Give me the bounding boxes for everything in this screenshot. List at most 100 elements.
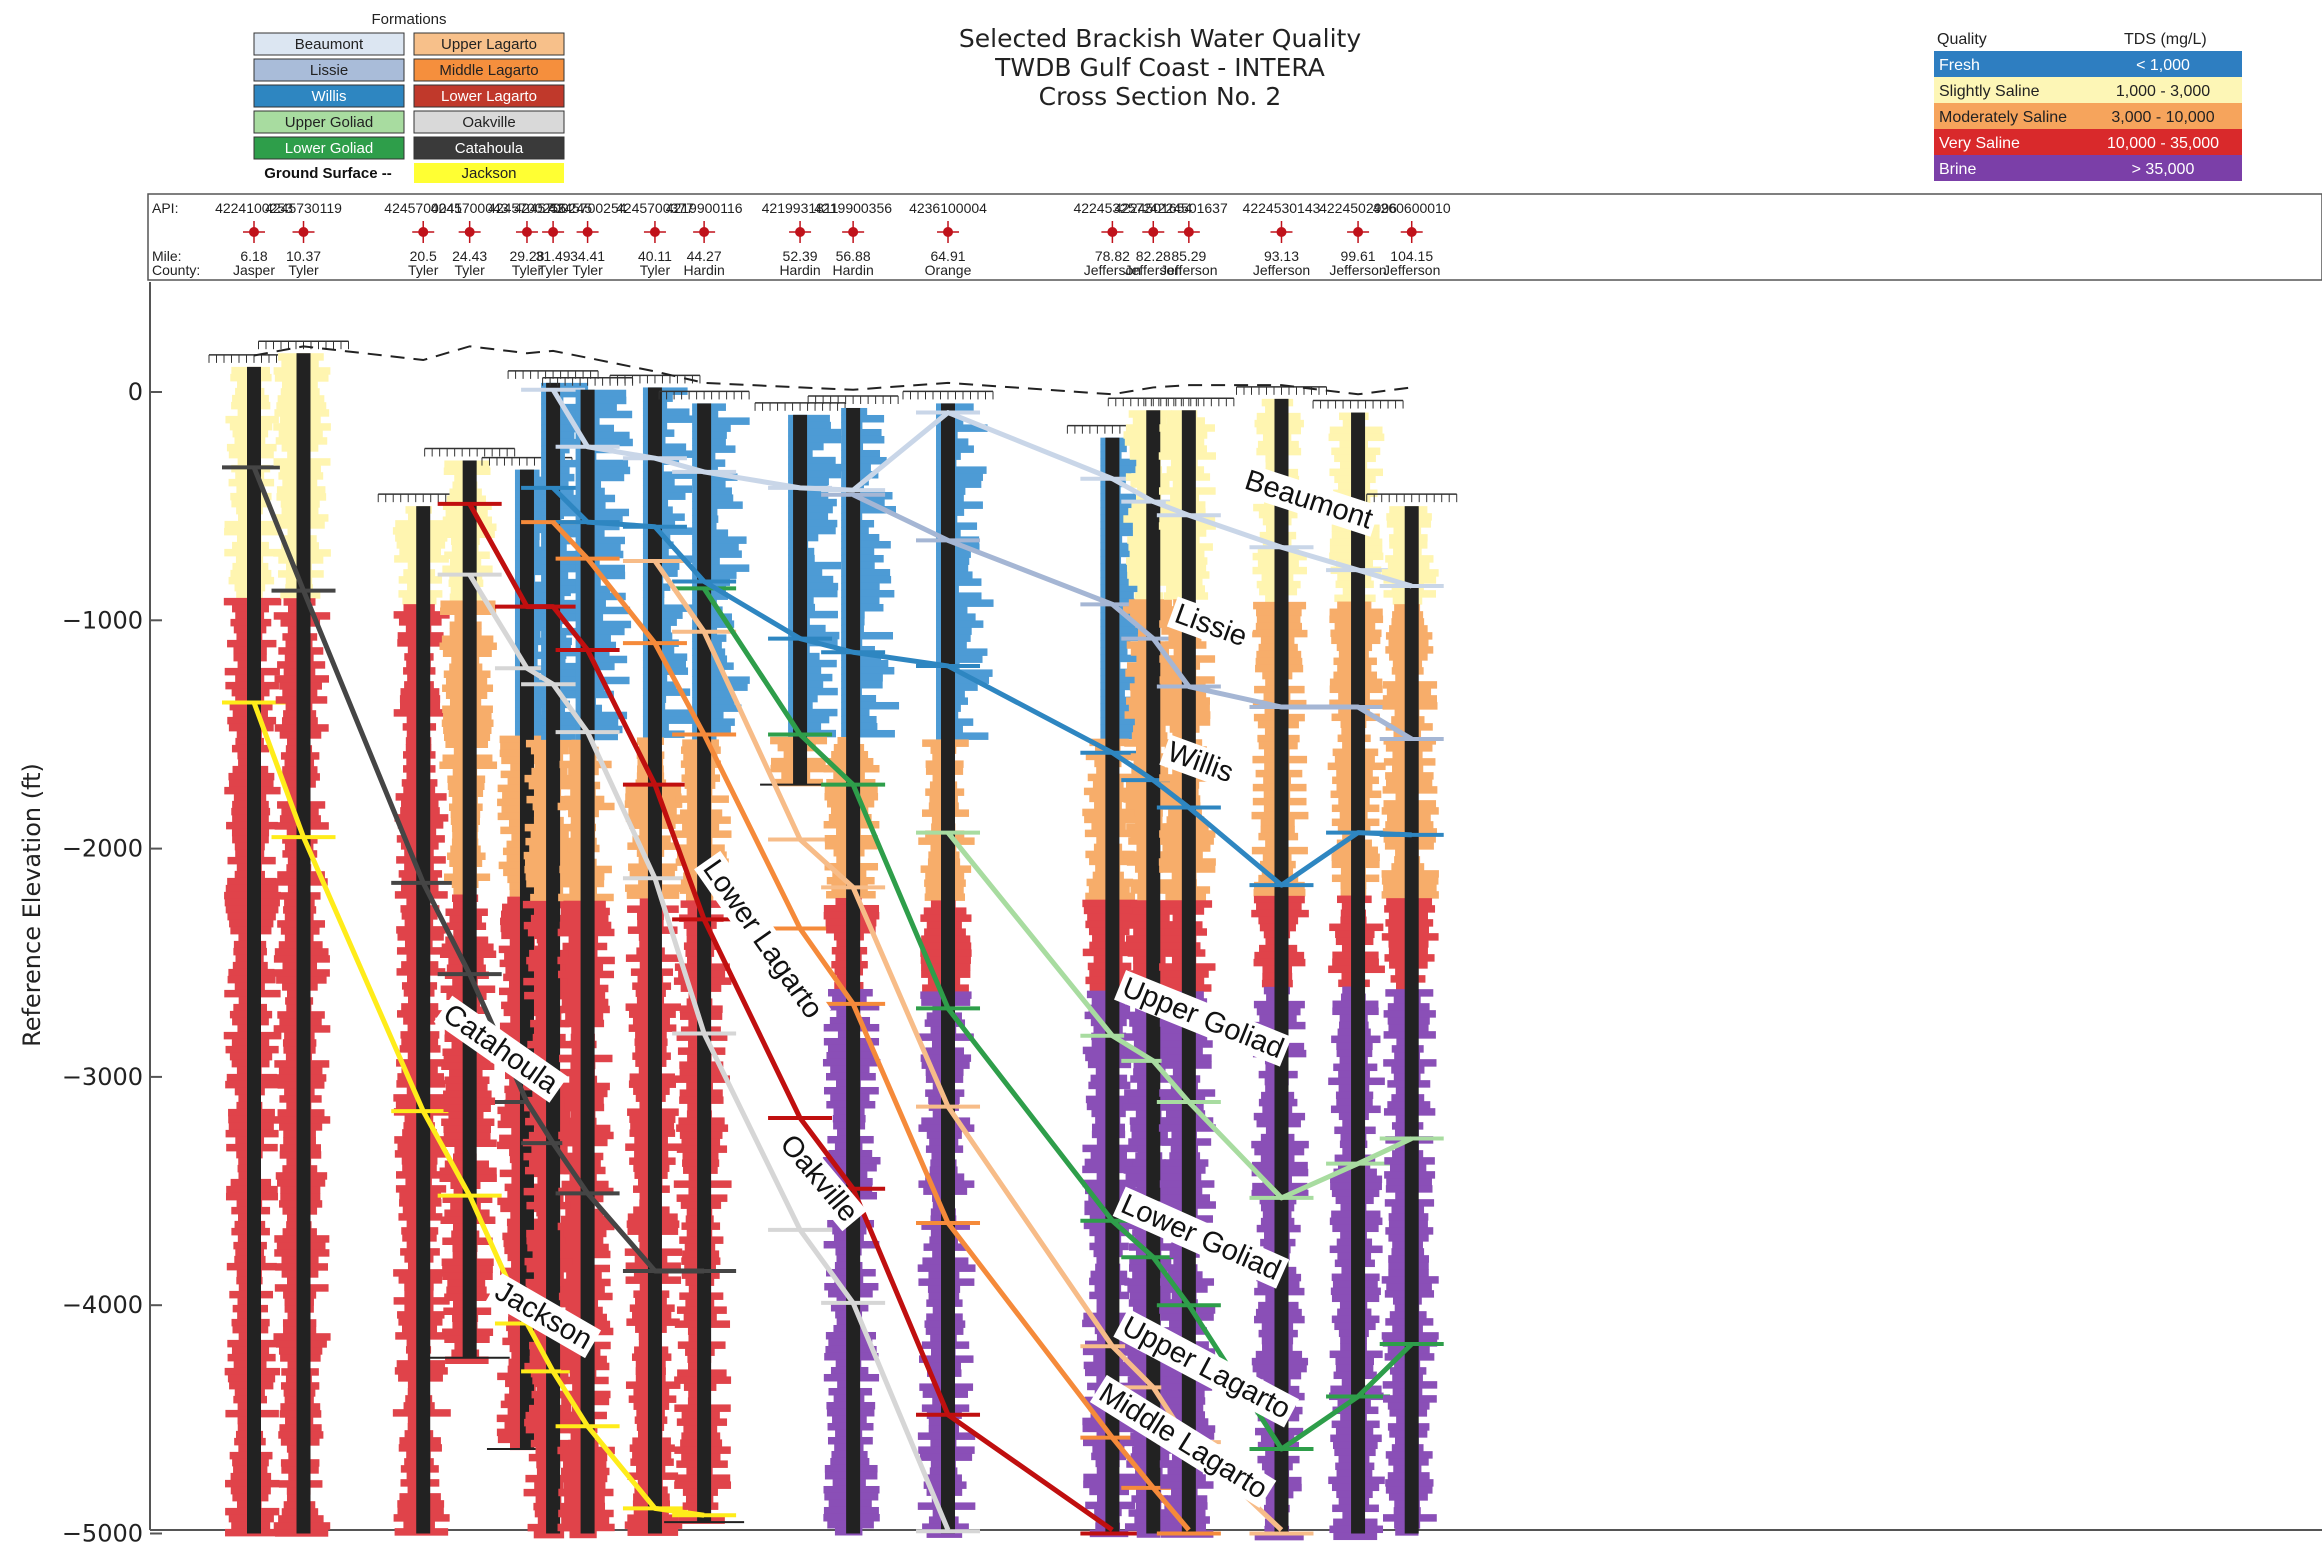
log-quality-segment — [788, 519, 838, 528]
log-trace-core — [647, 387, 662, 1534]
log-quality-segment — [541, 585, 597, 594]
log-quality-segment — [642, 485, 693, 493]
log-quality-segment — [692, 620, 735, 628]
well-api: 4219900356 — [814, 200, 892, 216]
well-log-4219931811 — [754, 402, 846, 1232]
well-mile: 31.49 — [536, 248, 571, 264]
tds-range-label: 1,000 - 3,000 — [2116, 83, 2210, 100]
well-county: Tyler — [572, 262, 603, 278]
log-quality-segment — [575, 459, 629, 468]
log-quality-segment — [541, 403, 595, 412]
well-api: 4245700041 — [384, 200, 462, 216]
y-tick-label: −2000 — [62, 835, 143, 863]
tds-range-label: < 1,000 — [2136, 57, 2190, 74]
log-quality-segment — [841, 498, 885, 507]
well-api: 4219900116 — [666, 200, 743, 216]
log-quality-segment — [788, 470, 842, 479]
log-quality-segment — [1100, 675, 1151, 684]
well-api: 4224530143 — [1243, 200, 1321, 216]
well-api: 4260600010 — [1373, 200, 1451, 216]
log-quality-segment — [1100, 724, 1147, 733]
log-quality-segment — [575, 410, 633, 419]
log-quality-segment — [575, 641, 617, 650]
quality-swatch-very-saline — [1934, 129, 2242, 155]
log-quality-segment — [936, 648, 988, 656]
log-quality-segment — [841, 568, 891, 577]
log-quality-segment — [541, 410, 587, 419]
log-quality-segment — [788, 673, 833, 682]
log-quality-segment — [541, 725, 593, 734]
log-quality-segment — [541, 711, 597, 720]
legend-label-middle-lagarto: Middle Lagarto — [439, 62, 538, 79]
formation-line-catahoula — [251, 466, 705, 1274]
formations-legend: Formations Beaumont Upper Lagarto Lissie Mi… — [253, 11, 565, 183]
log-quality-segment — [642, 667, 689, 675]
log-quality-segment — [514, 651, 567, 660]
log-quality-segment — [541, 676, 598, 685]
log-quality-segment — [1100, 542, 1150, 551]
log-quality-segment — [575, 725, 623, 734]
log-trace-core — [1146, 410, 1161, 1534]
chart-title: Selected Brackish Water Quality TWDB Gul… — [959, 24, 1361, 111]
formation-line-willis — [551, 486, 1412, 888]
header-frame — [147, 193, 2322, 281]
well-county: Tyler — [408, 262, 439, 278]
well-api: 4245700254 — [549, 200, 627, 216]
formation-line-oakville — [467, 573, 951, 1531]
log-quality-segment — [936, 501, 983, 509]
log-quality-segment — [541, 417, 589, 426]
well-mile: 6.18 — [240, 248, 267, 264]
well-api: 4245700377 — [616, 200, 694, 216]
log-quality-segment — [936, 732, 989, 740]
formation-label-halo — [1166, 596, 1256, 655]
well-mile: 10.37 — [286, 248, 321, 264]
legend-swatch-beaumont — [253, 32, 405, 56]
log-quality-segment — [692, 690, 732, 698]
log-quality-segment — [692, 487, 732, 495]
y-axis-title: Reference Elevation (ft) — [18, 763, 46, 1047]
log-quality-segment — [692, 536, 747, 544]
well-mile: 29.28 — [509, 248, 544, 264]
formation-line-middle-lagarto — [551, 520, 1191, 1532]
y-axis-ticks: 0 −1000 −2000 −3000 −4000 −5000 — [62, 378, 162, 1543]
legend-label-lower-lagarto: Lower Lagarto — [441, 88, 537, 105]
log-quality-segment — [541, 557, 587, 566]
log-quality-segment — [1100, 731, 1139, 740]
log-quality-segment — [788, 589, 838, 598]
log-quality-segment — [575, 396, 627, 405]
formation-label-halo — [1114, 969, 1292, 1067]
log-quality-segment — [788, 708, 838, 717]
title-line-3: Cross Section No. 2 — [1039, 82, 1282, 111]
log-trace-core — [247, 366, 261, 1534]
formation-line-lissie — [852, 492, 1413, 742]
log-quality-segment — [575, 543, 621, 552]
log-quality-segment — [575, 550, 624, 559]
well-header: API: Mile: County: 42241002536.18Jasper4… — [147, 193, 2322, 281]
formation-line-lower-lagarto — [467, 502, 1114, 1533]
log-quality-segment — [642, 450, 697, 458]
legend-swatch-upper-lagarto — [413, 32, 565, 56]
well-mile: 40.11 — [638, 248, 672, 264]
log-quality-segment — [692, 543, 739, 551]
api-header-label: API: — [152, 200, 178, 216]
log-quality-segment — [692, 725, 731, 733]
log-quality-segment — [1254, 1532, 1304, 1541]
log-quality-segment — [642, 730, 685, 738]
well-mile: 104.15 — [1390, 248, 1433, 264]
legend-swatch-catahoula — [413, 136, 565, 160]
log-quality-segment — [575, 711, 628, 720]
log-quality-segment — [575, 718, 619, 727]
log-quality-segment — [936, 424, 988, 432]
legend-swatch-upper-goliad — [253, 110, 405, 134]
log-quality-segment — [841, 729, 895, 738]
county-header-label: County: — [152, 262, 200, 278]
log-quality-segment — [541, 627, 585, 636]
log-quality-segment — [936, 655, 983, 663]
log-quality-segment — [541, 438, 581, 447]
formation-label-halo — [1112, 1186, 1290, 1289]
log-quality-segment — [569, 1530, 597, 1539]
quality-label: Slightly Saline — [1939, 83, 2040, 100]
